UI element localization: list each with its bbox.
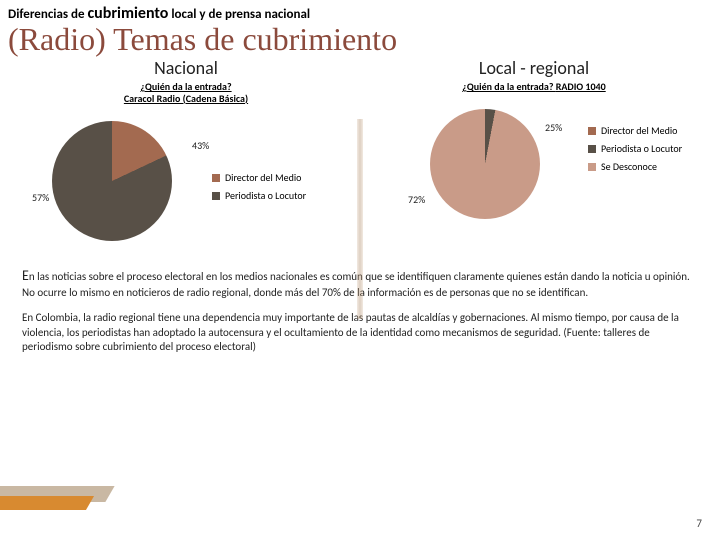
dropcap: E bbox=[22, 267, 29, 284]
chart-left: Nacional ¿Quién da la entrada? Caracol R… bbox=[12, 57, 360, 259]
super-pre: Diferencias de bbox=[8, 7, 87, 22]
legend-item: Periodista o Locutor bbox=[212, 187, 306, 205]
right-col-title: Local - regional bbox=[360, 57, 708, 79]
slice-label: 72% bbox=[408, 193, 425, 206]
super-title: Diferencias de cubrimiento local y de pr… bbox=[0, 0, 720, 23]
legend-text: Periodista o Locutor bbox=[601, 140, 682, 158]
pie-chart bbox=[52, 121, 172, 241]
left-sub2: Caracol Radio (Cadena Básica) bbox=[124, 92, 248, 105]
pie-chart bbox=[430, 109, 540, 219]
legend-text: Director del Medio bbox=[601, 122, 677, 140]
legend: Director del MedioPeriodista o LocutorSe… bbox=[588, 122, 682, 176]
footer-accent bbox=[0, 486, 130, 516]
left-subtitle: ¿Quién da la entrada? Caracol Radio (Cad… bbox=[12, 81, 360, 105]
legend-item: Director del Medio bbox=[588, 122, 682, 140]
slice-label: 25% bbox=[545, 121, 562, 134]
legend-swatch bbox=[588, 145, 596, 153]
right-subtitle: ¿Quién da la entrada? RADIO 1040 bbox=[360, 81, 708, 93]
charts-row: Nacional ¿Quién da la entrada? Caracol R… bbox=[0, 55, 720, 259]
legend-text: Se Desconoce bbox=[601, 158, 657, 176]
footer-shape-front bbox=[0, 496, 94, 510]
legend-swatch bbox=[212, 192, 220, 200]
super-post: local y de prensa nacional bbox=[168, 7, 310, 22]
chart-right: Local - regional ¿Quién da la entrada? R… bbox=[360, 57, 708, 259]
pie-right: 25% 72% Director del MedioPeriodista o Loc… bbox=[360, 97, 708, 247]
right-sub2: RADIO 1040 bbox=[556, 80, 606, 93]
legend-item: Se Desconoce bbox=[588, 158, 682, 176]
page-number: 7 bbox=[696, 517, 702, 530]
slice-label: 57% bbox=[32, 191, 49, 204]
legend: Director del MedioPeriodista o Locutor bbox=[212, 169, 306, 205]
page-title: (Radio) Temas de cubrimiento bbox=[0, 23, 720, 55]
slice-label: 43% bbox=[192, 139, 209, 152]
legend-swatch bbox=[588, 127, 596, 135]
left-col-title: Nacional bbox=[12, 57, 360, 79]
vertical-divider bbox=[357, 119, 363, 319]
para1-rest: n las noticias sobre el proceso electora… bbox=[22, 270, 690, 299]
legend-swatch bbox=[212, 174, 220, 182]
legend-text: Periodista o Locutor bbox=[225, 187, 306, 205]
right-sub1: ¿Quién da la entrada? bbox=[462, 80, 555, 93]
legend-swatch bbox=[588, 163, 596, 171]
pie-left: 43% 57% Director del MedioPeriodista o Loc… bbox=[12, 109, 360, 259]
legend-item: Director del Medio bbox=[212, 169, 306, 187]
legend-text: Director del Medio bbox=[225, 169, 301, 187]
legend-item: Periodista o Locutor bbox=[588, 140, 682, 158]
